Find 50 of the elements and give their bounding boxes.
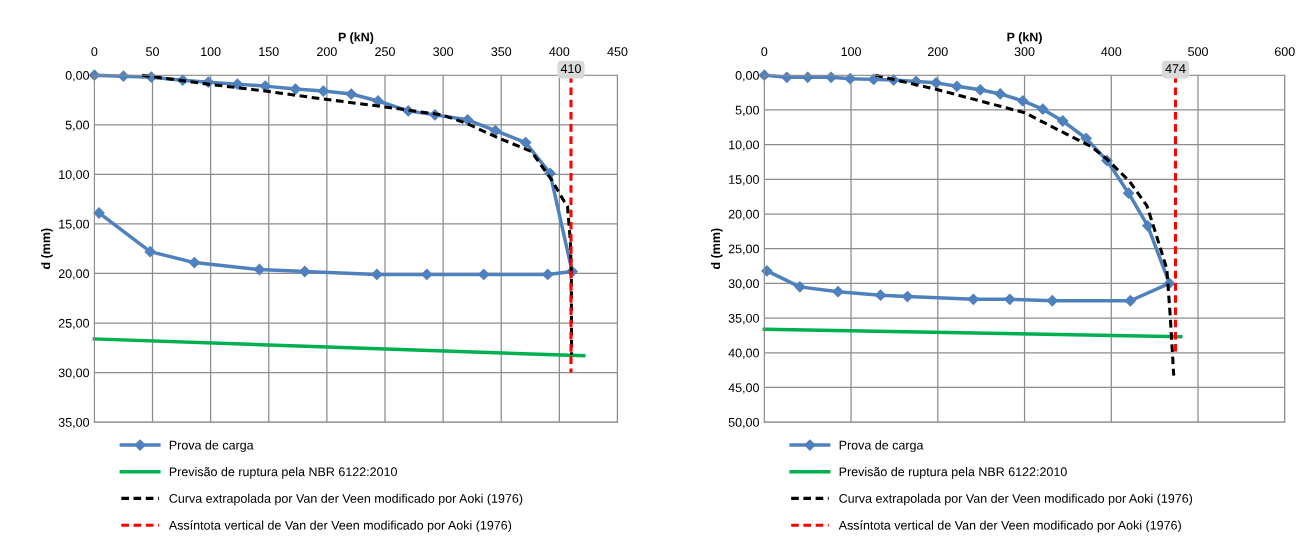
x-tick-label: 300 [433, 47, 454, 57]
x-tick-label: 400 [1101, 47, 1122, 57]
x-tick-label: 450 [607, 47, 628, 57]
x-tick-label: 0 [761, 47, 768, 57]
x-tick-label: 400 [549, 47, 570, 57]
y-tick-label: 25,00 [728, 244, 759, 255]
x-tick-label: 150 [259, 47, 279, 57]
legend-label: Curva extrapolada por Van der Veen modificado por Aoki (1976) [839, 493, 1193, 506]
y-tick-label: 15,00 [59, 219, 90, 231]
x-axis-title: P (kN) [338, 32, 374, 44]
y-tick-label: 45,00 [728, 383, 759, 394]
y-tick-label: 15,00 [729, 175, 759, 186]
x-tick-label: 50 [146, 47, 159, 57]
x-tick-label: 350 [491, 47, 512, 57]
x-tick-label: 200 [928, 47, 948, 57]
y-tick-label: 10,00 [59, 170, 90, 181]
x-tick-label: 300 [1014, 47, 1035, 57]
y-tick-label: 20,00 [728, 209, 759, 221]
y-tick-label: 25,00 [58, 318, 90, 330]
y-tick-label: 30,00 [728, 279, 759, 290]
y-tick-label: 10,00 [729, 140, 759, 151]
y-tick-label: 0,00 [735, 71, 759, 82]
y-axis-title: d (mm) [41, 228, 53, 270]
y-tick-label: 35,00 [728, 313, 759, 325]
legend-label: Previsão de ruptura pela NBR 6122:2010 [169, 467, 397, 479]
y-tick-label: 50,00 [728, 417, 759, 429]
x-axis-title: P (kN) [1007, 32, 1042, 44]
legend-label: Prova de carga [169, 440, 254, 453]
y-tick-label: 40,00 [728, 348, 759, 359]
y-tick-label: 5,00 [65, 120, 90, 131]
x-tick-label: 500 [1188, 47, 1208, 57]
x-tick-label: 600 [1274, 47, 1295, 57]
y-tick-label: 35,00 [58, 417, 90, 429]
annotation: 410 [560, 64, 581, 74]
legend-label: Previsão de ruptura pela NBR 6122:2010 [839, 467, 1067, 479]
legend-label: Assíntota vertical de Van der Veen modificado por Aoki (1976) [168, 520, 512, 533]
x-tick-label: 100 [201, 47, 221, 57]
x-tick-label: 250 [375, 47, 395, 57]
y-axis-title: d (mm) [710, 228, 723, 270]
annotation: 474 [1165, 64, 1186, 73]
y-tick-label: 5,00 [735, 105, 759, 117]
y-tick-label: 20,00 [58, 269, 90, 280]
x-tick-label: 100 [841, 47, 861, 57]
legend-label: Assíntota vertical de Van der Veen modificado por Aoki (1976) [838, 520, 1181, 533]
legend-label: Curva extrapolada por Van der Veen modificado por Aoki (1976) [169, 493, 523, 506]
x-tick-label: 200 [317, 47, 337, 57]
x-tick-label: 0 [91, 47, 98, 57]
y-tick-label: 0,00 [65, 71, 90, 82]
y-tick-label: 30,00 [58, 368, 90, 379]
legend-label: Prova de carga [839, 440, 924, 453]
